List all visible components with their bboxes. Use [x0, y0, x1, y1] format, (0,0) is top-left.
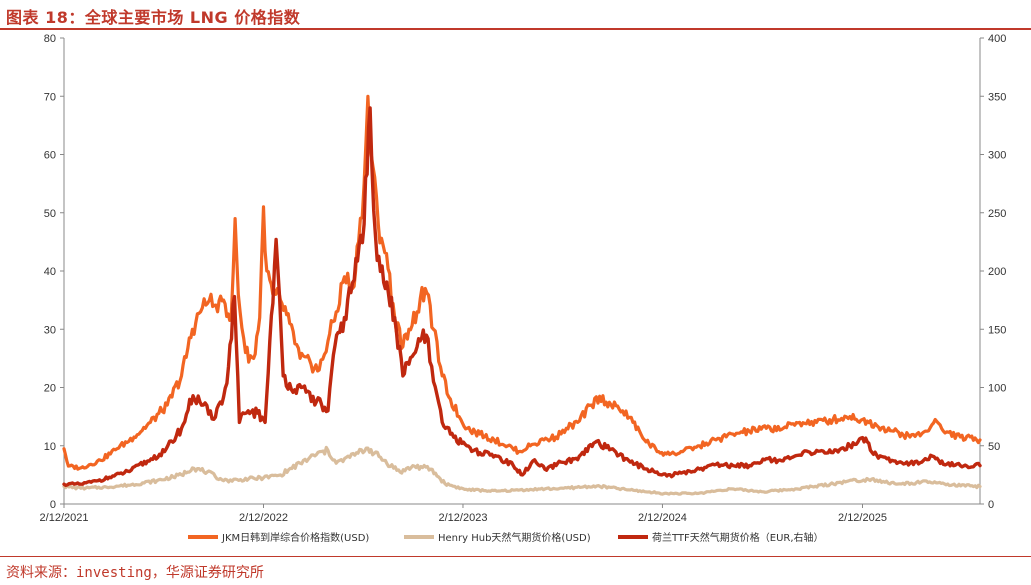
legend: JKM日韩到岸综合价格指数(USD) Henry Hub天然气期货价格(USD) 荷… [188, 531, 824, 544]
x-tick-label: 2/12/2025 [838, 512, 887, 524]
left-tick-label: 70 [44, 91, 56, 103]
left-tick-label: 80 [44, 33, 56, 45]
lng-price-chart: 0 10 20 30 40 50 60 70 80 0 50 100 150 200 250 300 350 40… [40, 33, 1007, 544]
left-tick-label: 60 [44, 150, 56, 162]
axes: 0 10 20 30 40 50 60 70 80 0 50 100 150 200 250 300 350 40… [40, 33, 1007, 524]
left-tick-label: 20 [44, 383, 56, 395]
series-line-jkm [62, 94, 982, 471]
left-tick-label: 0 [50, 499, 56, 511]
legend-label-henry: Henry Hub天然气期货价格(USD) [438, 531, 591, 544]
left-tick-label: 10 [44, 441, 56, 453]
right-tick-label: 350 [988, 91, 1006, 103]
right-tick-label: 100 [988, 383, 1006, 395]
source-rule [0, 556, 1031, 557]
series-line-henry [62, 445, 982, 496]
left-tick-label: 30 [44, 324, 56, 336]
x-tick-label: 2/12/2023 [439, 512, 488, 524]
right-tick-label: 50 [988, 441, 1000, 453]
right-tick-label: 200 [988, 266, 1006, 278]
series-line-ttf [62, 106, 982, 488]
right-tick-label: 400 [988, 33, 1006, 45]
left-tick-label: 50 [44, 208, 56, 220]
left-tick-label: 40 [44, 266, 56, 278]
right-tick-label: 250 [988, 208, 1006, 220]
right-tick-label: 0 [988, 499, 994, 511]
series-lines [62, 94, 982, 496]
source-note: 资料来源：investing，华源证券研究所 [6, 565, 264, 581]
right-tick-label: 150 [988, 324, 1006, 336]
x-tick-label: 2/12/2021 [40, 512, 89, 524]
legend-label-ttf: 荷兰TTF天然气期货价格（EUR,右轴） [652, 531, 824, 544]
figure-title: 图表 18：全球主要市场 LNG 价格指数 [6, 8, 301, 27]
legend-label-jkm: JKM日韩到岸综合价格指数(USD) [221, 531, 369, 544]
title-rule [0, 28, 1031, 30]
right-tick-label: 300 [988, 150, 1006, 162]
x-tick-label: 2/12/2022 [239, 512, 288, 524]
x-tick-label: 2/12/2024 [638, 512, 687, 524]
